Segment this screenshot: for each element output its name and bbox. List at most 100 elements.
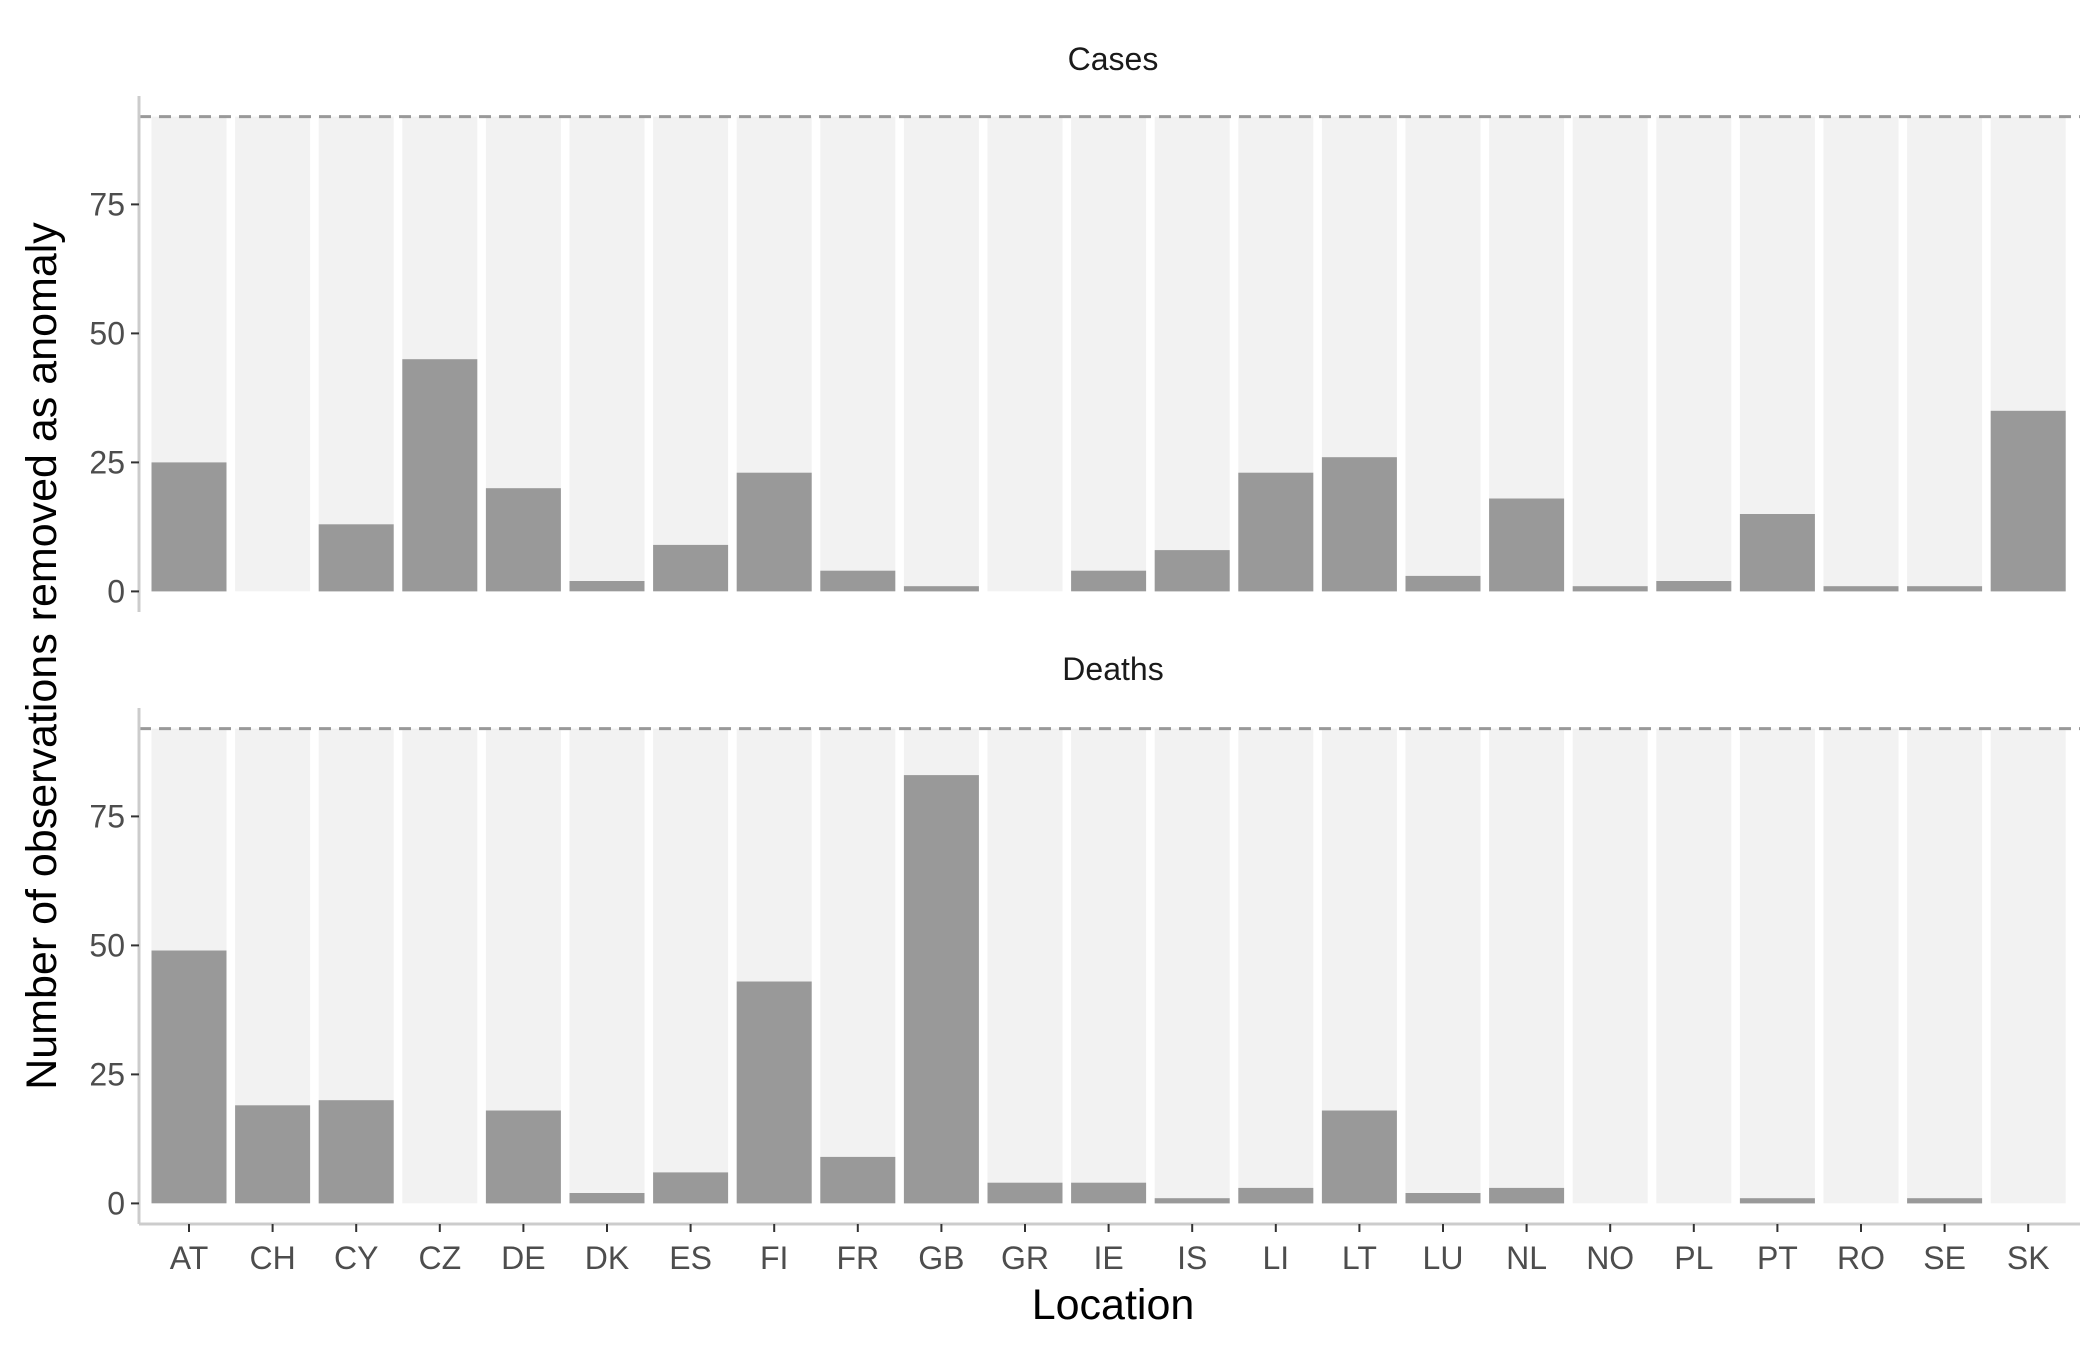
bar-gb bbox=[903, 586, 979, 592]
bar-fi bbox=[736, 981, 812, 1204]
bar-gr bbox=[987, 1182, 1063, 1204]
x-tick-label-gb: GB bbox=[918, 1240, 964, 1276]
x-tick-label-no: NO bbox=[1586, 1240, 1634, 1276]
background-bar-dk bbox=[569, 728, 645, 1204]
bar-no bbox=[1572, 586, 1648, 592]
bar-nl bbox=[1489, 1187, 1565, 1204]
background-bar-gb bbox=[903, 116, 979, 592]
background-bar-gr bbox=[987, 728, 1063, 1204]
bar-lu bbox=[1405, 1193, 1481, 1204]
chart-panels: Cases 0 25 50 75 Deaths 0 25 50 75 bbox=[89, 41, 2080, 1224]
bar-fr bbox=[820, 1156, 896, 1204]
x-tick-label-nl: NL bbox=[1506, 1240, 1547, 1276]
bar-lt bbox=[1321, 1110, 1397, 1204]
bar-ie bbox=[1071, 1182, 1147, 1204]
x-tick-label-cz: CZ bbox=[418, 1240, 461, 1276]
background-bar-ie bbox=[1071, 116, 1147, 592]
background-bar-lu bbox=[1405, 728, 1481, 1204]
x-tick-label-pt: PT bbox=[1757, 1240, 1798, 1276]
x-tick-label-fi: FI bbox=[760, 1240, 788, 1276]
background-bar-se bbox=[1907, 728, 1983, 1204]
x-tick-label-de: DE bbox=[501, 1240, 545, 1276]
x-tick-label-ro: RO bbox=[1837, 1240, 1885, 1276]
y-tick-label: 75 bbox=[89, 798, 125, 834]
bar-ie bbox=[1071, 570, 1147, 592]
x-tick-label-se: SE bbox=[1923, 1240, 1966, 1276]
x-tick-label-dk: DK bbox=[585, 1240, 629, 1276]
background-bar-sk bbox=[1990, 728, 2066, 1204]
bar-cz bbox=[402, 359, 478, 592]
bar-pt bbox=[1739, 514, 1815, 592]
background-bar-pt bbox=[1739, 728, 1815, 1204]
background-bar-ro bbox=[1823, 728, 1899, 1204]
background-bar-gr bbox=[987, 116, 1063, 592]
bar-pl bbox=[1656, 581, 1732, 592]
bar-es bbox=[653, 544, 729, 592]
background-bar-is bbox=[1154, 116, 1230, 592]
bar-lt bbox=[1321, 457, 1397, 592]
panel-title: Cases bbox=[1068, 41, 1159, 77]
y-axis-title: Number of observations removed as anomal… bbox=[18, 222, 66, 1090]
x-tick-label-fr: FR bbox=[836, 1240, 879, 1276]
bar-de bbox=[485, 488, 561, 592]
y-tick-label: 25 bbox=[89, 1056, 125, 1092]
bar-ro bbox=[1823, 586, 1899, 592]
y-tick-label: 0 bbox=[107, 1185, 125, 1221]
bar-li bbox=[1238, 1187, 1314, 1204]
x-tick-label-es: ES bbox=[669, 1240, 712, 1276]
bar-de bbox=[485, 1110, 561, 1204]
y-tick-label: 25 bbox=[89, 444, 125, 480]
bar-li bbox=[1238, 472, 1314, 592]
bar-se bbox=[1907, 1198, 1983, 1204]
y-tick-label: 50 bbox=[89, 927, 125, 963]
bar-gb bbox=[903, 775, 979, 1204]
y-tick-label: 0 bbox=[107, 573, 125, 609]
background-bar-pt bbox=[1739, 116, 1815, 592]
bar-cy bbox=[318, 1100, 394, 1204]
bar-se bbox=[1907, 586, 1983, 592]
background-bar-ie bbox=[1071, 728, 1147, 1204]
bar-cy bbox=[318, 524, 394, 592]
x-tick-label-cy: CY bbox=[334, 1240, 378, 1276]
background-bar-es bbox=[653, 728, 729, 1204]
x-tick-label-pl: PL bbox=[1674, 1240, 1713, 1276]
y-tick-label: 75 bbox=[89, 186, 125, 222]
background-bar-fr bbox=[820, 728, 896, 1204]
x-tick-label-is: IS bbox=[1177, 1240, 1207, 1276]
background-bar-no bbox=[1572, 728, 1648, 1204]
background-bar-es bbox=[653, 116, 729, 592]
panel-cases: Cases 0 25 50 75 bbox=[89, 41, 2080, 612]
bar-at bbox=[151, 462, 227, 592]
x-tick-label-ch: CH bbox=[249, 1240, 295, 1276]
bar-dk bbox=[569, 581, 645, 592]
bar-at bbox=[151, 950, 227, 1204]
x-tick-label-li: LI bbox=[1262, 1240, 1289, 1276]
bar-is bbox=[1154, 550, 1230, 592]
x-tick-label-lt: LT bbox=[1342, 1240, 1377, 1276]
background-bar-se bbox=[1907, 116, 1983, 592]
background-bar-pl bbox=[1656, 728, 1732, 1204]
bar-pt bbox=[1739, 1198, 1815, 1204]
bar-dk bbox=[569, 1193, 645, 1204]
bar-lu bbox=[1405, 575, 1481, 592]
x-tick-label-gr: GR bbox=[1001, 1240, 1049, 1276]
bar-nl bbox=[1489, 498, 1565, 592]
background-bar-cz bbox=[402, 728, 478, 1204]
bar-es bbox=[653, 1172, 729, 1204]
background-bar-nl bbox=[1489, 728, 1565, 1204]
background-bar-fr bbox=[820, 116, 896, 592]
background-bar-lu bbox=[1405, 116, 1481, 592]
bar-is bbox=[1154, 1198, 1230, 1204]
bar-fi bbox=[736, 472, 812, 592]
panel-title: Deaths bbox=[1062, 651, 1163, 687]
bar-sk bbox=[1990, 410, 2066, 592]
y-tick-label: 50 bbox=[89, 315, 125, 351]
background-bar-pl bbox=[1656, 116, 1732, 592]
panel-deaths: Deaths 0 25 50 75 bbox=[89, 651, 2080, 1224]
background-bar-dk bbox=[569, 116, 645, 592]
x-tick-label-lu: LU bbox=[1423, 1240, 1464, 1276]
background-bar-no bbox=[1572, 116, 1648, 592]
x-tick-label-sk: SK bbox=[2007, 1240, 2050, 1276]
background-bar-ro bbox=[1823, 116, 1899, 592]
